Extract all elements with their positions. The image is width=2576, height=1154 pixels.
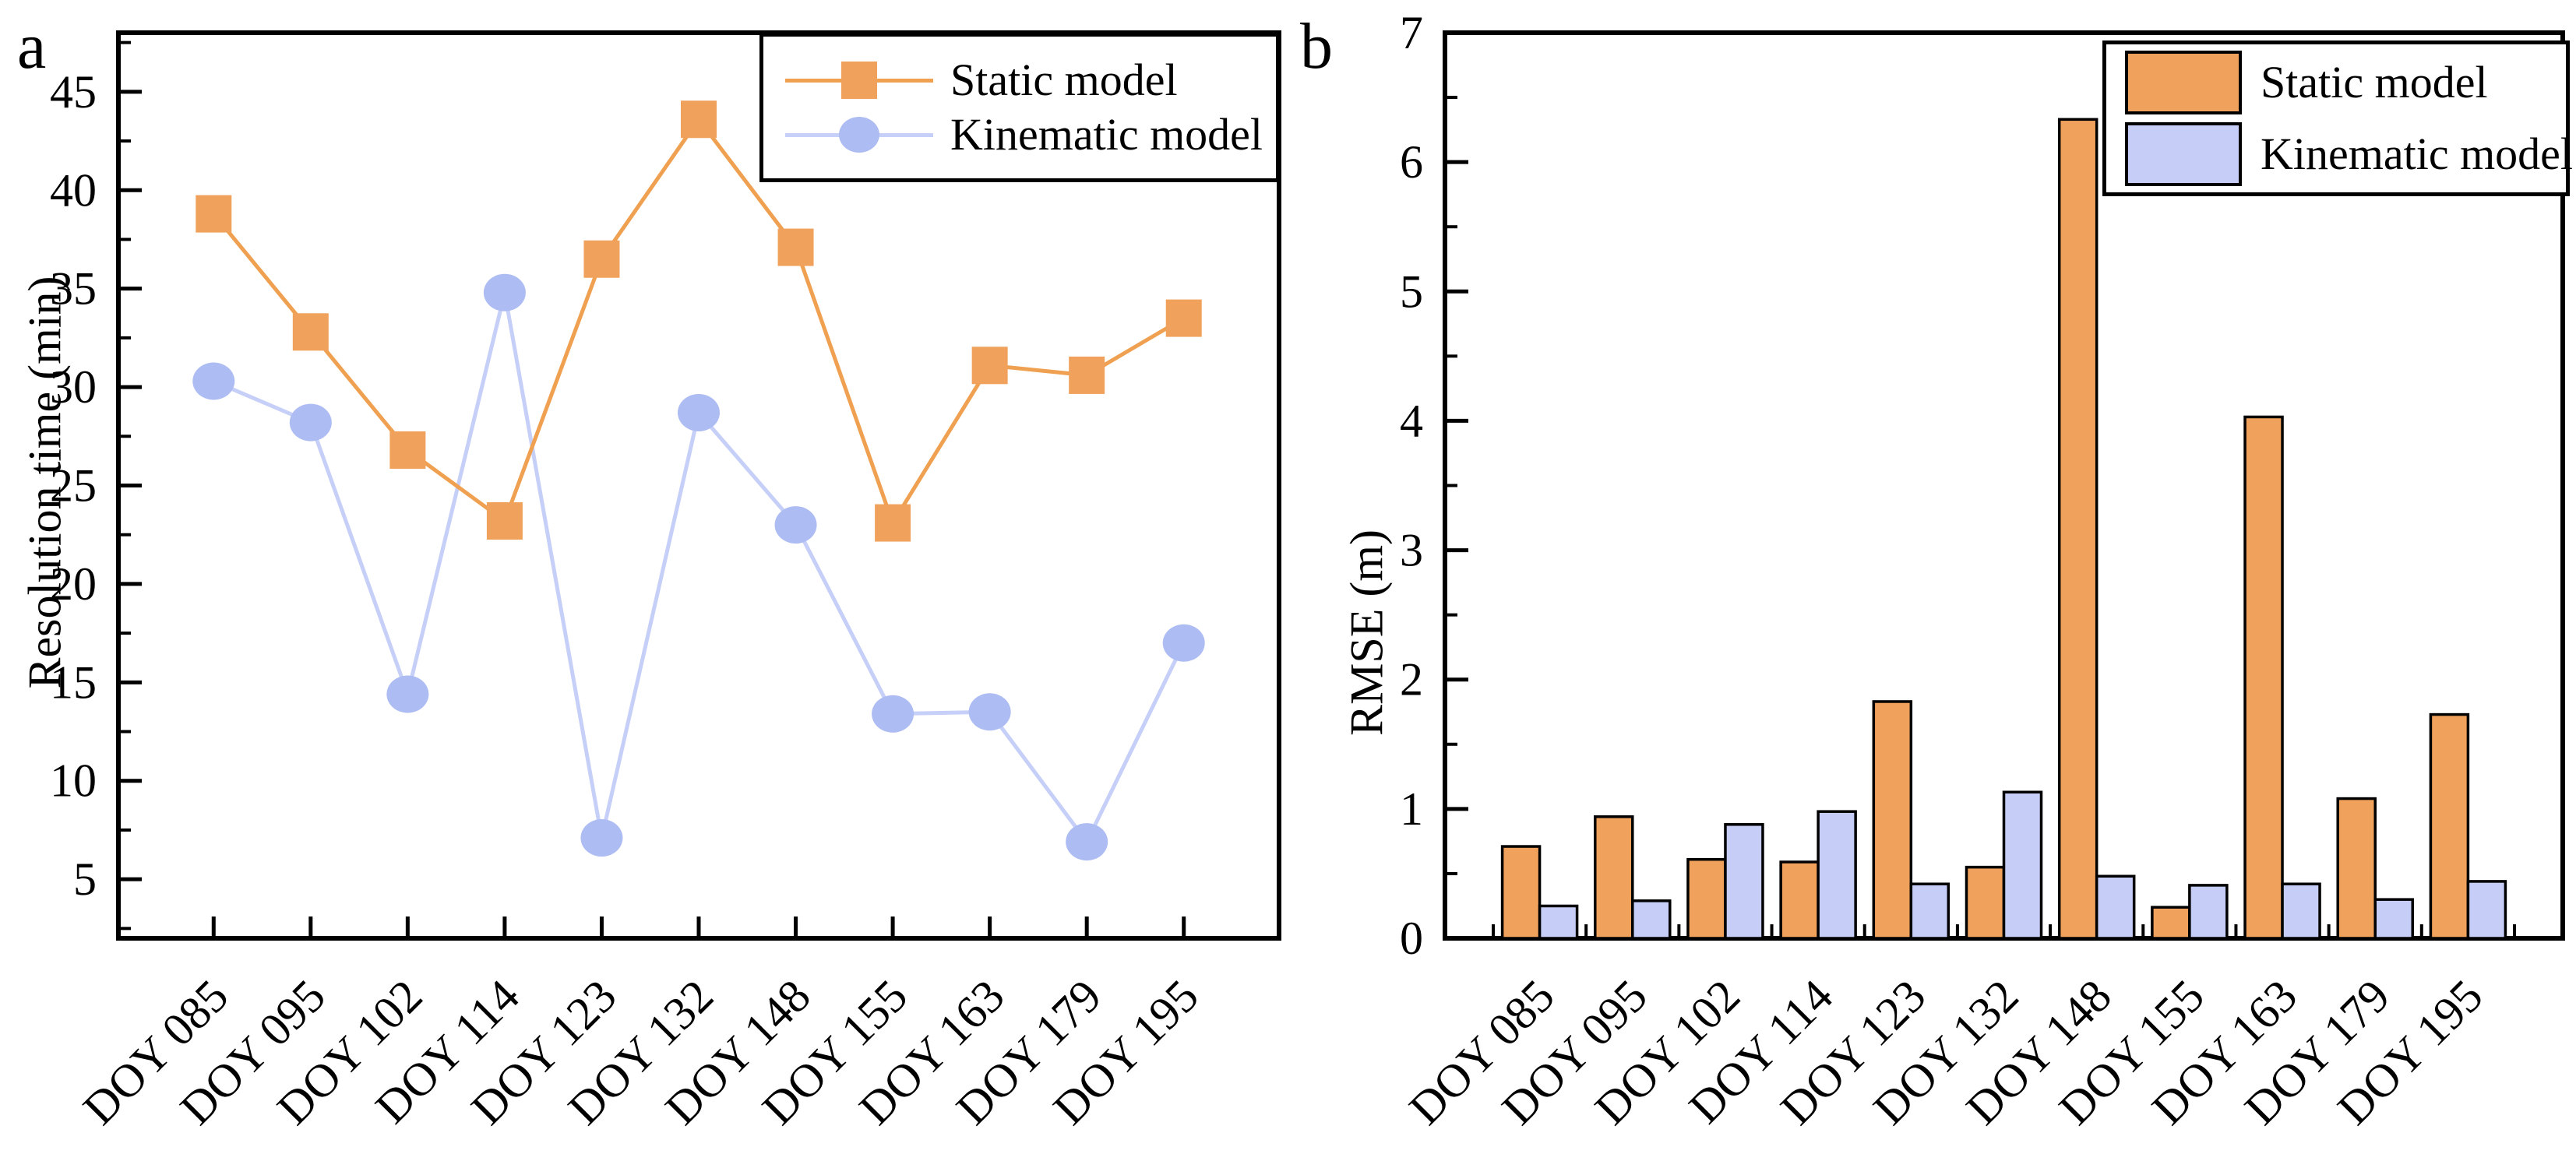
y-tick-label: 45 — [50, 66, 97, 118]
kinematic-line-marker-icon — [785, 110, 933, 160]
panel-b: 0 1 2 3 4 5 6 7 DOY 085 DOY 095 DOY 102 DOY 114 DOY … — [1288, 0, 2576, 1154]
panel-a: 5 10 15 20 25 30 35 40 45 DOY 085 DOY 095 DOY 102 DO… — [17, 10, 1281, 1135]
panel-b-letter: b — [1300, 10, 1333, 83]
y-tick-label: 6 — [1400, 136, 1423, 188]
kinematic-swatch-icon — [2125, 122, 2242, 186]
data-point-square — [292, 313, 329, 351]
data-point-circle — [968, 693, 1011, 731]
data-point-circle — [386, 675, 429, 713]
bar-kinematic-model — [2188, 884, 2229, 940]
data-point-square — [875, 504, 911, 542]
bar-kinematic-model — [1909, 882, 1951, 940]
data-point-square — [196, 195, 232, 233]
bar-static-model — [2151, 906, 2191, 940]
data-point-circle — [1066, 823, 1108, 861]
data-point-square — [583, 240, 620, 278]
bar-static-model — [1965, 865, 2006, 940]
data-point-square — [777, 228, 814, 266]
legend-label-kinematic: Kinematic model — [950, 109, 1263, 160]
y-tick-label: 15 — [50, 656, 97, 708]
bar-static-model — [2429, 712, 2470, 940]
legend-row-static: Static model — [763, 55, 1276, 105]
bar-static-model — [1594, 815, 1634, 940]
bar-static-model — [1500, 845, 1542, 940]
bar-static-model — [2057, 118, 2099, 940]
data-point-square — [1069, 356, 1105, 394]
y-tick-label: 40 — [50, 164, 97, 216]
bar-kinematic-model — [1631, 899, 1672, 940]
panel-b-y-axis-title: RMSE (m) — [1341, 529, 1393, 737]
y-tick-label: 2 — [1400, 654, 1423, 705]
bar-kinematic-model — [2095, 874, 2136, 940]
y-tick-label: 5 — [1400, 266, 1423, 317]
bar-static-model — [1872, 700, 1913, 940]
legend-label-kinematic: Kinematic model — [2261, 128, 2574, 179]
data-point-circle — [580, 819, 623, 857]
y-tick-label: 30 — [50, 361, 97, 413]
bar-kinematic-model — [1817, 810, 1857, 940]
legend-row-kinematic: Kinematic model — [763, 110, 1276, 160]
bar-static-model — [1686, 857, 1727, 940]
bar-kinematic-model — [1724, 823, 1764, 940]
data-point-square — [486, 502, 523, 540]
y-tick-label: 5 — [73, 853, 97, 905]
data-point-square — [971, 347, 1008, 385]
data-point-circle — [1162, 624, 1205, 662]
y-tick-label: 35 — [50, 263, 97, 315]
y-tick-label: 25 — [50, 460, 97, 512]
data-point-circle — [289, 403, 332, 442]
data-point-square — [681, 100, 717, 139]
data-point-circle — [678, 393, 720, 431]
y-tick-label: 10 — [50, 755, 97, 807]
data-point-square — [1165, 299, 1202, 337]
panel-a-letter: a — [17, 10, 47, 83]
data-point-circle — [872, 695, 914, 733]
bar-static-model — [2243, 415, 2284, 940]
y-tick-label: 0 — [1400, 913, 1423, 964]
bar-kinematic-model — [2466, 880, 2507, 940]
bar-kinematic-model — [1538, 904, 1579, 940]
y-tick-label: 7 — [1400, 7, 1423, 58]
data-point-circle — [483, 273, 526, 311]
panel-a-y-axis-title: Resolution time (min) — [19, 276, 71, 689]
data-point-circle — [774, 506, 817, 544]
y-tick-label: 4 — [1400, 395, 1423, 446]
bar-kinematic-model — [2281, 882, 2321, 940]
static-swatch-icon — [2125, 51, 2242, 114]
legend-label-static: Static model — [950, 55, 1178, 105]
bar-static-model — [2336, 797, 2377, 940]
bar-static-model — [1779, 860, 1820, 940]
y-tick-label: 1 — [1400, 783, 1423, 835]
legend-row-static: Static model — [2106, 51, 2566, 114]
panel-a-legend: Static model Kinematic model — [759, 33, 1280, 182]
panel-b-legend: Static model Kinematic model — [2102, 40, 2573, 196]
series-line-kinematic-model — [213, 292, 1186, 846]
static-line-marker-icon — [785, 55, 933, 105]
data-point-circle — [192, 362, 235, 400]
bar-kinematic-model — [2373, 898, 2414, 940]
data-point-square — [389, 431, 426, 469]
legend-label-static: Static model — [2261, 57, 2488, 107]
y-tick-label: 20 — [50, 558, 97, 610]
legend-row-kinematic: Kinematic model — [2106, 122, 2573, 186]
bar-kinematic-model — [2002, 790, 2043, 940]
y-tick-label: 3 — [1400, 525, 1423, 576]
